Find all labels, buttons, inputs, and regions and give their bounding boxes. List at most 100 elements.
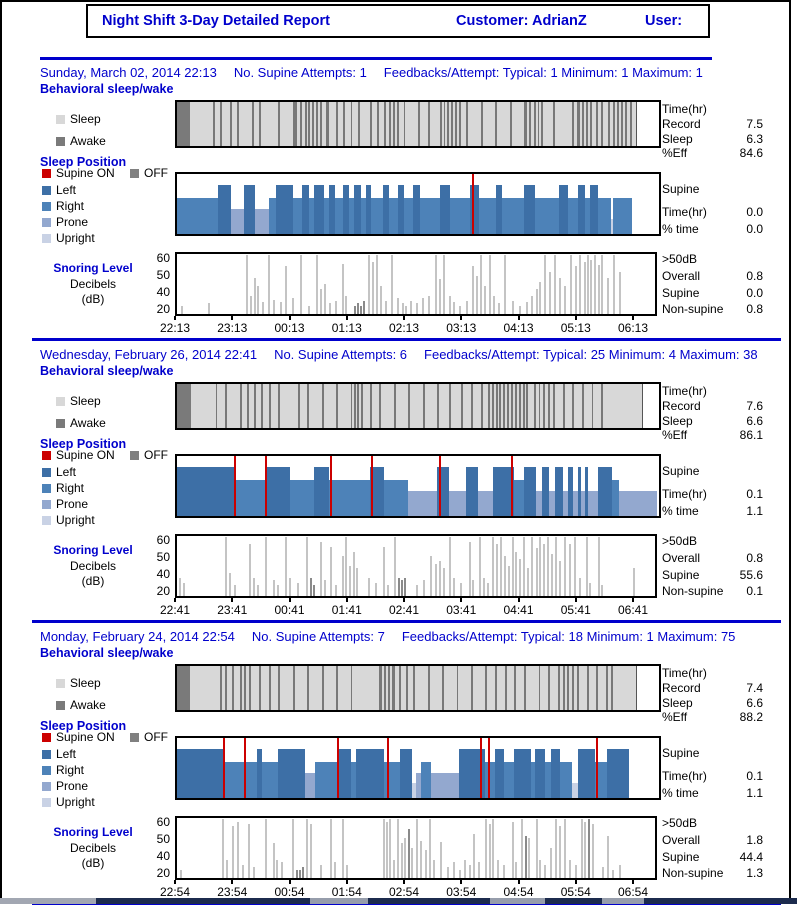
left-swatch [42, 749, 51, 759]
sleep-swatch [56, 396, 65, 406]
stat-value: 0.8 [746, 269, 763, 283]
x-tick-label: 00:41 [274, 603, 305, 617]
stat-50db-title: >50dB [662, 252, 763, 266]
x-tick-label: 04:54 [503, 885, 534, 899]
x-tickmark [231, 880, 234, 884]
prone-swatch [42, 217, 51, 227]
stat-label: Sleep [662, 132, 693, 146]
day-header: Monday, February 24, 2014 22:54 No. Supi… [40, 629, 735, 644]
stat-label: >50dB [662, 534, 698, 548]
legend-prone-label: Prone [56, 779, 89, 793]
taskbar-segment[interactable] [310, 898, 368, 904]
stat-label: Supine [662, 568, 700, 582]
legend-left-label: Left [56, 465, 77, 479]
stat-value: 7.4 [746, 681, 763, 695]
snoring-x-axis: 22:13 23:13 00:13 01:13 02:13 03:13 04:13 05:13… [160, 316, 657, 338]
stat-nonsupine: Non-supine 0.1 [662, 584, 763, 598]
supine-attempts-stat: No. Supine Attempts: 7 [251, 629, 385, 644]
ytick-50: 50 [156, 268, 170, 282]
snoring-x-axis: 22:41 23:41 00:41 01:41 02:41 03:41 04:41 05:41… [160, 598, 657, 620]
taskbar-segment[interactable] [368, 898, 490, 904]
taskbar-segment[interactable] [490, 898, 545, 904]
stat-timehr: Time(hr) [662, 384, 763, 398]
x-tickmark [632, 880, 634, 884]
legend-sleep: Sleep [56, 394, 101, 408]
x-tick-label: 22:41 [159, 603, 191, 617]
stat-value: 7.5 [746, 117, 763, 131]
x-tickmark [174, 880, 176, 884]
off-swatch [130, 168, 139, 178]
x-tick-label: 05:13 [560, 321, 591, 335]
ytick-60: 60 [156, 251, 170, 265]
left-swatch [42, 467, 51, 477]
x-tick-label: 01:41 [331, 603, 362, 617]
stat-value: 88.2 [739, 710, 763, 724]
ytick-50: 50 [156, 550, 170, 564]
page-title: Night Shift 3-Day Detailed Report [102, 13, 330, 29]
customer-label: Customer: AdrianZ [456, 13, 587, 29]
stat-50db-title: >50dB [662, 816, 763, 830]
x-tick-label: 06:13 [617, 321, 649, 335]
stat-label: Time(hr) [662, 769, 707, 783]
stat-record: Record 7.5 [662, 117, 763, 131]
stat-record: Record 7.6 [662, 399, 763, 413]
sleep-position-chart [175, 454, 661, 518]
stat-value: 1.1 [746, 786, 763, 800]
left-swatch [42, 185, 51, 195]
legend-upright-label: Upright [56, 231, 95, 245]
ytick-50: 50 [156, 832, 170, 846]
legend-supine-on-label: Supine ON [56, 730, 115, 744]
behavioral-sleepwake-label: Behavioral sleep/wake [40, 82, 174, 96]
stat-nonsupine: Non-supine 1.3 [662, 866, 763, 880]
feedbacks-stat: Feedbacks/Attempt: Typical: 18 Minimum: … [401, 629, 736, 644]
taskbar-segment[interactable] [644, 898, 797, 904]
x-tick-label: 03:54 [446, 885, 477, 899]
legend-sleep: Sleep [56, 112, 101, 126]
page-border-right [789, 0, 791, 898]
prone-swatch [42, 499, 51, 509]
legend-upright-label: Upright [56, 795, 95, 809]
stat-label: Supine [662, 182, 700, 196]
off-swatch [130, 732, 139, 742]
stat-label: Time(hr) [662, 487, 707, 501]
legend-awake: Awake [56, 134, 106, 148]
taskbar-segment[interactable] [96, 898, 310, 904]
legend-awake: Awake [56, 698, 106, 712]
taskbar-strip[interactable] [0, 898, 797, 904]
stat-sleep: Sleep 6.3 [662, 132, 763, 146]
x-tickmark [460, 598, 463, 602]
x-tick-label: 02:13 [388, 321, 420, 335]
stat-label: % time [662, 504, 699, 518]
day-date: Wednesday, February 26, 2014 22:41 [40, 347, 258, 362]
prone-swatch [42, 781, 51, 791]
legend-left-label: Left [56, 183, 77, 197]
db-unit-label: (dB) [81, 574, 105, 588]
taskbar-segment[interactable] [545, 898, 602, 904]
stat-eff: %Eff 88.2 [662, 710, 763, 724]
x-tick-label: 00:13 [274, 321, 305, 335]
snoring-x-axis: 22:54 23:54 00:54 01:54 02:54 03:54 04:54 05:54… [160, 880, 657, 902]
stat-label: Record [662, 681, 701, 695]
ytick-40: 40 [156, 849, 170, 863]
stat-value: 7.6 [746, 399, 763, 413]
stat-label: Time(hr) [662, 666, 707, 680]
sleep-position-label: Sleep Position [40, 437, 127, 451]
stat-label: >50dB [662, 252, 698, 266]
x-tickmark [517, 880, 520, 884]
taskbar-segment[interactable] [602, 898, 644, 904]
legend-upright-label: Upright [56, 513, 95, 527]
stat-label: Record [662, 399, 701, 413]
supine-on-swatch [42, 450, 51, 460]
legend-off-label: OFF [144, 730, 168, 744]
taskbar-segment[interactable] [0, 898, 96, 904]
stat-label: >50dB [662, 816, 698, 830]
x-tickmark [174, 316, 176, 320]
stat-label: Supine [662, 746, 700, 760]
legend-prone: Prone [42, 497, 88, 511]
legend-off: OFF [130, 166, 168, 180]
stat-timehr: Time(hr) [662, 102, 763, 116]
legend-upright: Upright [42, 795, 95, 809]
sleep-position-label: Sleep Position [40, 155, 127, 169]
off-swatch [130, 450, 139, 460]
decibels-label: Decibels [69, 559, 117, 573]
